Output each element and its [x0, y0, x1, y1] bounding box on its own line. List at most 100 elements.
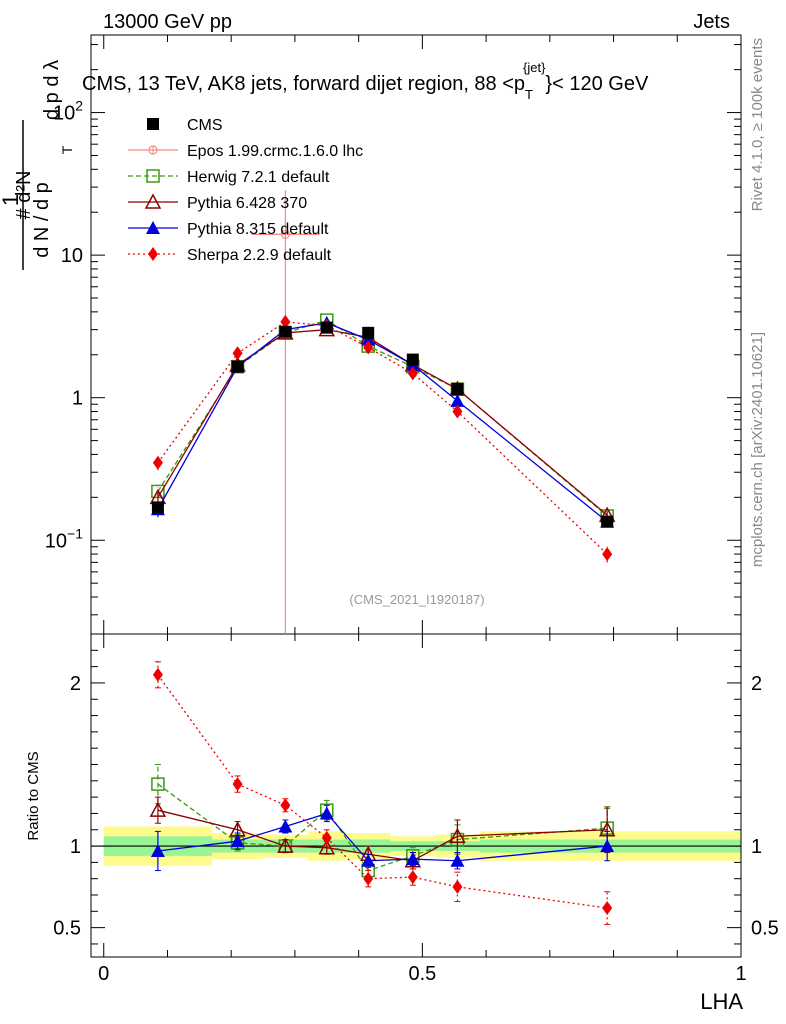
data-point — [280, 229, 290, 239]
ratio-y-label: Ratio to CMS — [25, 751, 42, 840]
series-3 — [150, 315, 615, 528]
ratio-point — [230, 834, 245, 848]
ratio-panel-frame — [90, 633, 742, 958]
y-label-one: 1 — [0, 194, 23, 206]
y-label-line3: d p d λ — [41, 60, 63, 120]
ratio-y-tick-label-left: 0.5 — [53, 918, 81, 940]
ratio-point — [405, 852, 420, 866]
x-axis-label: LHA — [700, 989, 743, 1014]
y-label-sub: T — [59, 145, 75, 154]
data-point — [406, 353, 419, 366]
legend-marker — [147, 118, 159, 130]
legend-label: CMS — [187, 117, 223, 134]
ratio-line — [157, 812, 608, 862]
data-point — [450, 393, 465, 407]
header-right: Jets — [693, 11, 730, 33]
data-point — [361, 332, 376, 346]
ratio-point — [150, 843, 165, 857]
ratio-series-3 — [150, 804, 615, 872]
series-line — [157, 319, 608, 517]
plot-title-main: CMS, 13 TeV, AK8 jets, forward dijet reg… — [82, 73, 525, 95]
data-point — [602, 547, 613, 562]
main-y-label: 1 # d²N d N / d p d p d λ T — [0, 60, 75, 270]
data-point — [452, 404, 463, 419]
plot-title: CMS, 13 TeV, AK8 jets, forward dijet reg… — [82, 60, 649, 102]
ratio-y-tick-label-right: 1 — [751, 836, 762, 858]
ratio-y-tick-label-right: 2 — [751, 673, 762, 695]
ratio-point — [232, 777, 243, 792]
series-0 — [251, 190, 320, 634]
ratio-point — [278, 819, 293, 833]
data-point — [151, 501, 164, 514]
legend-entry: Herwig 7.2.1 default — [128, 169, 330, 186]
legend-label: Herwig 7.2.1 default — [187, 169, 330, 186]
legend-label: Pythia 6.428 370 — [187, 195, 307, 212]
legend-marker — [148, 145, 158, 155]
ratio-y-tick-label-left: 2 — [70, 673, 81, 695]
ratio-point — [151, 777, 165, 791]
legend-entry: CMS — [147, 117, 223, 134]
ratio-point — [600, 839, 615, 853]
series-1 — [151, 313, 614, 523]
data-point — [279, 325, 292, 338]
ratio-point — [361, 853, 376, 867]
ratio-y-tick-label-left: 1 — [70, 836, 81, 858]
ratio-point — [319, 806, 334, 820]
legend: CMS Epos 1.99.crmc.1.6.0 lhc Herwig 7.2.1 … — [128, 117, 363, 264]
x-tick-label: 0 — [98, 963, 109, 985]
data-point — [152, 455, 163, 470]
ratio-point — [149, 801, 167, 817]
series-line — [157, 329, 608, 516]
x-tick-label: 1 — [735, 963, 746, 985]
series-cms-data — [151, 321, 614, 528]
legend-entry: Pythia 6.428 370 — [128, 193, 307, 212]
side-label-bottom: mcplots.cern.ch [arXiv:2401.10621] — [749, 332, 766, 567]
legend-marker — [146, 221, 160, 234]
data-point — [320, 321, 333, 334]
y-tick-label: 102 — [53, 98, 83, 125]
ratio-line — [157, 674, 608, 909]
ratio-point — [321, 830, 332, 845]
ratio-point — [363, 871, 374, 886]
frames — [90, 34, 742, 958]
y-tick-base: 10 — [45, 530, 67, 552]
legend-label: Sherpa 2.2.9 default — [187, 247, 332, 264]
y-tick-exp: 2 — [75, 98, 83, 114]
ratio-point — [407, 870, 418, 885]
data-point — [407, 366, 418, 381]
data-point — [232, 346, 243, 361]
y-label-line1: # d²N — [13, 171, 35, 220]
series-line — [157, 321, 608, 555]
y-tick-label: 10−1 — [45, 525, 83, 552]
legend-marker — [148, 247, 158, 261]
legend-label: Epos 1.99.crmc.1.6.0 lhc — [187, 143, 363, 160]
legend-label: Pythia 8.315 default — [187, 221, 329, 238]
ratio-point — [452, 879, 463, 894]
legend-entry: Epos 1.99.crmc.1.6.0 lhc — [128, 143, 363, 160]
ratio-line — [157, 809, 608, 862]
plot-title-sub: T — [525, 87, 533, 102]
y-tick-label: 10 — [61, 245, 83, 267]
y-label-line2: d N / d p — [31, 182, 53, 258]
legend-entry: Pythia 8.315 default — [128, 221, 329, 238]
legend-marker — [144, 193, 162, 209]
y-tick-base: 10 — [53, 103, 75, 125]
plot-title-sup: {jet} — [523, 60, 546, 75]
series-line — [157, 322, 608, 523]
header-left: 13000 GeV pp — [103, 11, 232, 33]
ratio-point — [602, 901, 613, 916]
plot-title-end: }< 120 GeV — [545, 73, 649, 95]
data-point — [231, 360, 244, 373]
data-point — [451, 383, 464, 396]
data-point — [601, 515, 614, 528]
side-label-top: Rivet 4.1.0, ≥ 100k events — [749, 38, 766, 211]
legend-entry: Sherpa 2.2.9 default — [128, 247, 332, 264]
analysis-tag: (CMS_2021_I1920187) — [349, 592, 484, 607]
ratio-point — [152, 667, 163, 682]
x-tick-label: 0.5 — [408, 963, 436, 985]
data-point — [280, 314, 291, 329]
ratio-point — [277, 837, 294, 853]
ratio-point — [449, 827, 466, 844]
